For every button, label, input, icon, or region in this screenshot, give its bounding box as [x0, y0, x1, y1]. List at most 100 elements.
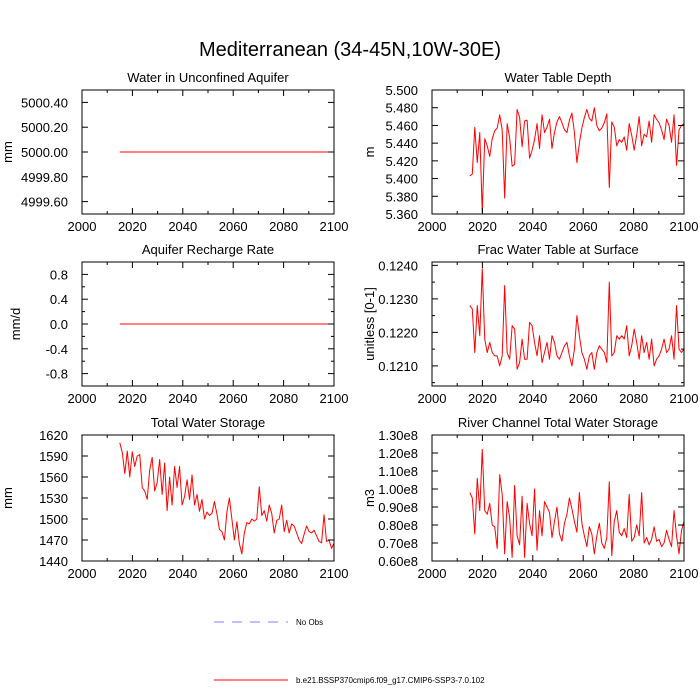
panel-total-water-storage: Total Water Storage 2000 2020 2040 2060 2080 2… [0, 415, 348, 581]
y-tick-label: 5000.40 [21, 95, 68, 110]
series-line [469, 448, 685, 558]
y-axis-label: unitless [0-1] [362, 287, 377, 361]
x-tick-label: 2040 [518, 219, 547, 234]
panel-title: Water in Unconfined Aquifer [127, 70, 289, 85]
x-tick-label: 2020 [118, 566, 147, 581]
x-tick-label: 2060 [219, 566, 248, 581]
y-tick-label: 5.480 [385, 101, 418, 116]
y-tick-label: 1.30e8 [378, 428, 418, 443]
x-tick-label: 2080 [619, 566, 648, 581]
y-tick-label: 1590 [39, 449, 68, 464]
y-tick-label: 0.1210 [378, 359, 418, 374]
y-tick-label: -0.8 [46, 367, 68, 382]
y-tick-label: 0.1240 [378, 258, 418, 273]
x-tick-label: 2080 [269, 566, 298, 581]
panel-frac-water-table-surface: Frac Water Table at Surface 2000 2020 2040 2… [362, 242, 698, 406]
y-tick-label: 1.20e8 [378, 446, 418, 461]
y-tick-label: 0.70e8 [378, 536, 418, 551]
series-line [119, 442, 335, 555]
y-tick-label: 1620 [39, 428, 68, 443]
x-tick-label: 2080 [619, 391, 648, 406]
x-tick-label: 2060 [569, 219, 598, 234]
y-tick-label: 0.1220 [378, 325, 418, 340]
y-tick-label: 5000.20 [21, 120, 68, 135]
y-tick-label: 4999.80 [21, 170, 68, 185]
y-tick-label: 5.460 [385, 118, 418, 133]
x-tick-label: 2040 [518, 566, 547, 581]
x-tick-label: 2100 [670, 391, 699, 406]
y-tick-label: 5.500 [385, 83, 418, 98]
y-tick-label: 1440 [39, 554, 68, 569]
x-tick-label: 2020 [468, 566, 497, 581]
legend-obs-label: No Obs [296, 618, 323, 627]
x-tick-label: 2000 [418, 219, 447, 234]
x-tick-label: 2040 [168, 391, 197, 406]
y-tick-label: -0.4 [46, 342, 68, 357]
panel-title: River Channel Total Water Storage [458, 415, 658, 430]
panel-water-table-depth: Water Table Depth 2000 2020 2040 2060 2080 210… [362, 70, 698, 234]
y-tick-label: 5.440 [385, 136, 418, 151]
x-tick-label: 2060 [569, 391, 598, 406]
x-tick-label: 2040 [168, 566, 197, 581]
y-tick-label: 5.420 [385, 154, 418, 169]
y-tick-label: 0.90e8 [378, 500, 418, 515]
y-axis-label: mm [0, 141, 15, 163]
y-tick-label: 0.4 [50, 292, 68, 307]
y-tick-label: 1.00e8 [378, 482, 418, 497]
x-tick-label: 2100 [320, 566, 349, 581]
y-tick-label: 1530 [39, 491, 68, 506]
x-tick-label: 2100 [320, 219, 349, 234]
y-tick-label: 0.0 [50, 317, 68, 332]
x-tick-label: 2080 [269, 219, 298, 234]
y-tick-label: 0.60e8 [378, 554, 418, 569]
y-tick-label: 1.10e8 [378, 464, 418, 479]
x-tick-label: 2000 [68, 219, 97, 234]
plot-frame [431, 434, 685, 562]
panel-title: Aquifer Recharge Rate [142, 242, 274, 257]
figure-title: Mediterranean (34-45N,10W-30E) [199, 39, 501, 61]
plot-frame [81, 434, 335, 562]
panel-river-channel-water-storage: River Channel Total Water Storage 2000 202… [362, 415, 698, 581]
x-tick-label: 2020 [118, 391, 147, 406]
panel-title: Water Table Depth [505, 70, 612, 85]
x-tick-label: 2020 [468, 391, 497, 406]
x-tick-label: 2000 [418, 566, 447, 581]
y-tick-label: 5000.00 [21, 145, 68, 160]
x-tick-label: 2100 [320, 391, 349, 406]
panel-aquifer-recharge-rate: Aquifer Recharge Rate 2000 2020 2040 2060 208… [8, 242, 348, 406]
y-tick-label: 1560 [39, 470, 68, 485]
x-tick-label: 2040 [168, 219, 197, 234]
y-axis-label: m3 [362, 489, 377, 507]
x-tick-label: 2020 [118, 219, 147, 234]
legend: No Obs b.e21.BSSP370cmip6.f09_g17.CMIP6-… [214, 618, 485, 685]
y-axis-label: m [362, 147, 377, 158]
x-tick-label: 2000 [68, 566, 97, 581]
series-line [469, 107, 685, 213]
y-tick-label: 1470 [39, 533, 68, 548]
y-axis-label: mm [0, 487, 15, 509]
series-line [469, 268, 685, 370]
y-tick-label: 0.1230 [378, 292, 418, 307]
plot-frame [431, 261, 685, 387]
y-tick-label: 5.380 [385, 189, 418, 204]
x-tick-label: 2020 [468, 219, 497, 234]
y-tick-label: 5.400 [385, 172, 418, 187]
x-tick-label: 2100 [670, 219, 699, 234]
x-tick-label: 2080 [619, 219, 648, 234]
x-tick-label: 2000 [68, 391, 97, 406]
y-tick-label: 0.8 [50, 267, 68, 282]
x-tick-label: 2060 [219, 219, 248, 234]
panel-water-unconfined-aquifer: Water in Unconfined Aquifer 2000 2020 2040 2… [0, 70, 348, 234]
y-tick-label: 0.80e8 [378, 518, 418, 533]
plot-frame [431, 89, 685, 215]
panel-title: Total Water Storage [151, 415, 265, 430]
y-tick-label: 4999.60 [21, 195, 68, 210]
x-tick-label: 2100 [670, 566, 699, 581]
y-tick-label: 5.360 [385, 207, 418, 222]
x-tick-label: 2000 [418, 391, 447, 406]
legend-model-label: b.e21.BSSP370cmip6.f09_g17.CMIP6-SSP3-7.… [296, 676, 485, 685]
x-tick-label: 2060 [219, 391, 248, 406]
x-tick-label: 2080 [269, 391, 298, 406]
y-tick-label: 1500 [39, 512, 68, 527]
